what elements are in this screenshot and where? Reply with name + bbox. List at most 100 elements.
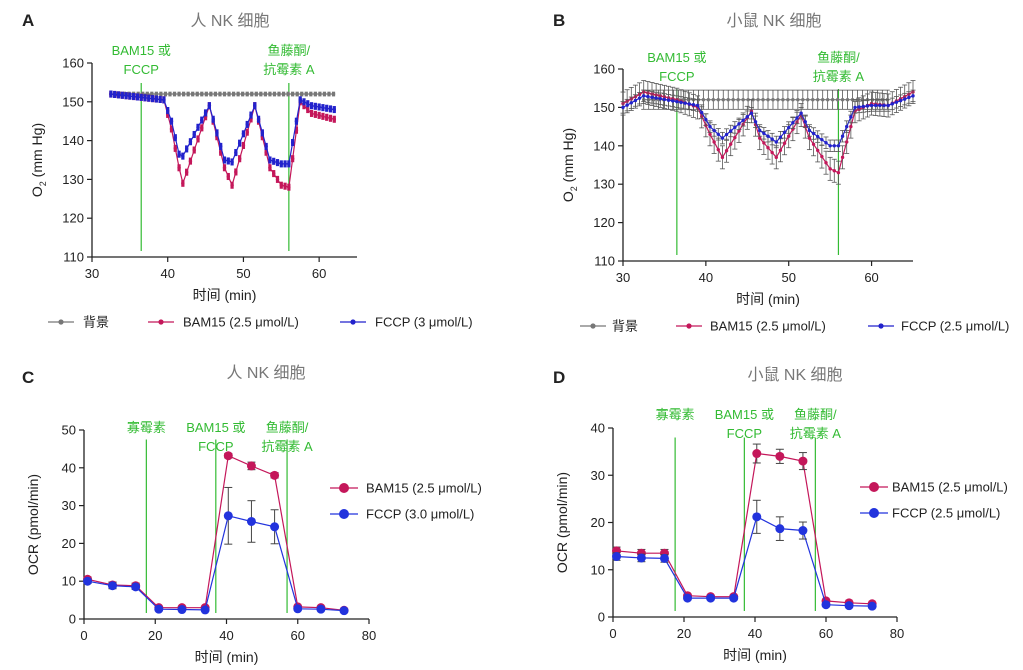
data-point	[706, 98, 711, 102]
y-tick-label: 130	[593, 177, 615, 192]
data-point	[720, 136, 725, 140]
data-point	[752, 512, 762, 522]
data-point	[786, 98, 790, 102]
data-point	[816, 98, 820, 102]
data-point	[150, 92, 154, 96]
y-tick-label: 40	[62, 460, 76, 475]
data-point	[209, 92, 213, 96]
x-tick-label: 20	[677, 626, 691, 641]
data-point	[621, 105, 625, 110]
data-point	[774, 155, 778, 160]
data-point	[832, 169, 836, 173]
data-point	[741, 118, 745, 122]
y-tick-label: 160	[62, 56, 84, 71]
data-point	[219, 144, 223, 149]
data-point	[321, 105, 325, 110]
data-point	[791, 98, 795, 102]
x-tick-label: 30	[616, 270, 630, 285]
data-point	[177, 152, 181, 156]
legend-marker	[590, 323, 596, 329]
data-point	[268, 158, 272, 162]
data-point	[816, 134, 820, 139]
chart-title: 小鼠 NK 细胞	[726, 12, 821, 30]
data-point	[736, 98, 740, 102]
legend-label: BAM15 (2.5 μmol/L)	[183, 315, 299, 330]
data-point	[128, 94, 132, 98]
data-point	[761, 98, 765, 102]
data-point	[327, 92, 331, 96]
legend-marker	[686, 323, 692, 329]
data-point	[295, 92, 299, 96]
data-point	[711, 98, 716, 102]
data-point	[226, 174, 230, 179]
annotation-label: 抗霉素 A	[263, 62, 315, 77]
data-point	[840, 155, 845, 160]
legend-marker	[58, 319, 64, 325]
data-point	[778, 135, 783, 139]
data-point	[807, 136, 812, 140]
legend-label: FCCP (2.5 μmol/L)	[892, 506, 1000, 521]
data-point	[799, 111, 803, 115]
data-point	[820, 98, 825, 102]
data-point	[287, 162, 291, 166]
data-point	[283, 162, 287, 166]
y-tick-label: 110	[594, 254, 615, 269]
data-point	[886, 103, 890, 108]
data-point	[120, 93, 124, 97]
data-point	[687, 102, 691, 106]
data-point	[254, 92, 258, 96]
data-point	[253, 103, 257, 108]
data-point	[332, 117, 336, 121]
data-point	[154, 92, 159, 96]
x-tick-label: 40	[699, 270, 713, 285]
data-point	[758, 136, 762, 140]
data-point	[131, 582, 141, 592]
data-point	[666, 98, 671, 102]
annotation-label: BAM15 或	[112, 43, 171, 58]
data-point	[259, 92, 263, 96]
data-point	[778, 148, 783, 152]
data-point	[150, 96, 155, 101]
data-point	[803, 120, 807, 124]
data-point	[302, 100, 306, 104]
annotation-label: FCCP	[727, 426, 762, 441]
data-point	[223, 511, 233, 521]
data-point	[272, 92, 277, 96]
data-point	[313, 92, 318, 96]
data-point	[256, 117, 261, 121]
data-point	[313, 112, 318, 117]
data-point	[313, 104, 318, 109]
data-point	[646, 94, 650, 99]
data-point	[857, 105, 861, 109]
legend-marker	[350, 319, 356, 325]
data-point	[328, 116, 333, 120]
x-tick-label: 30	[85, 266, 99, 281]
panel-b-o2-mouse: B 小鼠 NK 细胞 30 40 50 60 110 120 130 140 150 160 时间 (…	[553, 11, 1009, 334]
data-point	[861, 104, 865, 109]
data-point	[159, 92, 163, 96]
legend-marker	[158, 319, 164, 325]
data-point	[828, 167, 832, 171]
annotation-label: BAM15 或	[647, 50, 706, 65]
annotation-label: 鱼藤酮/	[266, 420, 309, 435]
data-point	[651, 98, 656, 102]
data-point	[263, 92, 268, 96]
data-point	[169, 119, 174, 123]
data-point	[671, 99, 675, 103]
data-point	[211, 117, 215, 121]
data-point	[612, 552, 622, 562]
data-point	[741, 98, 745, 102]
data-point	[143, 96, 147, 100]
data-point	[270, 470, 280, 480]
data-point	[304, 92, 308, 96]
data-point	[724, 149, 729, 153]
annotation-label: 鱼藤酮/	[794, 407, 837, 422]
data-point	[192, 148, 196, 152]
data-point	[246, 461, 256, 471]
data-point	[222, 158, 227, 162]
annotation-label: FCCP	[659, 69, 694, 84]
data-point	[775, 524, 785, 534]
legend-marker	[339, 509, 349, 519]
data-point	[181, 154, 185, 158]
data-point	[782, 130, 787, 135]
